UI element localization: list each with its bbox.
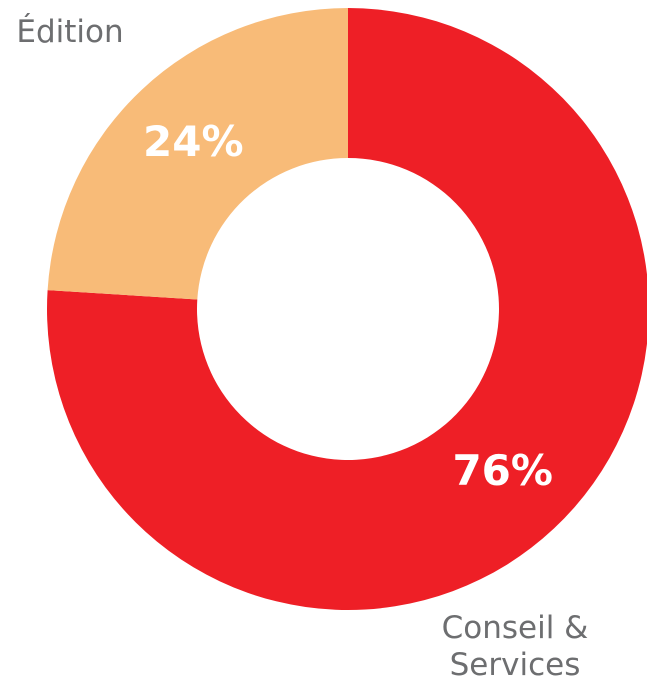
category-label: Édition xyxy=(16,14,124,50)
data-label: 76% xyxy=(452,446,553,495)
donut-slice xyxy=(47,8,348,300)
donut-slice xyxy=(47,8,647,610)
data-label: 24% xyxy=(143,117,244,166)
category-label: Conseil & Services xyxy=(441,610,589,683)
